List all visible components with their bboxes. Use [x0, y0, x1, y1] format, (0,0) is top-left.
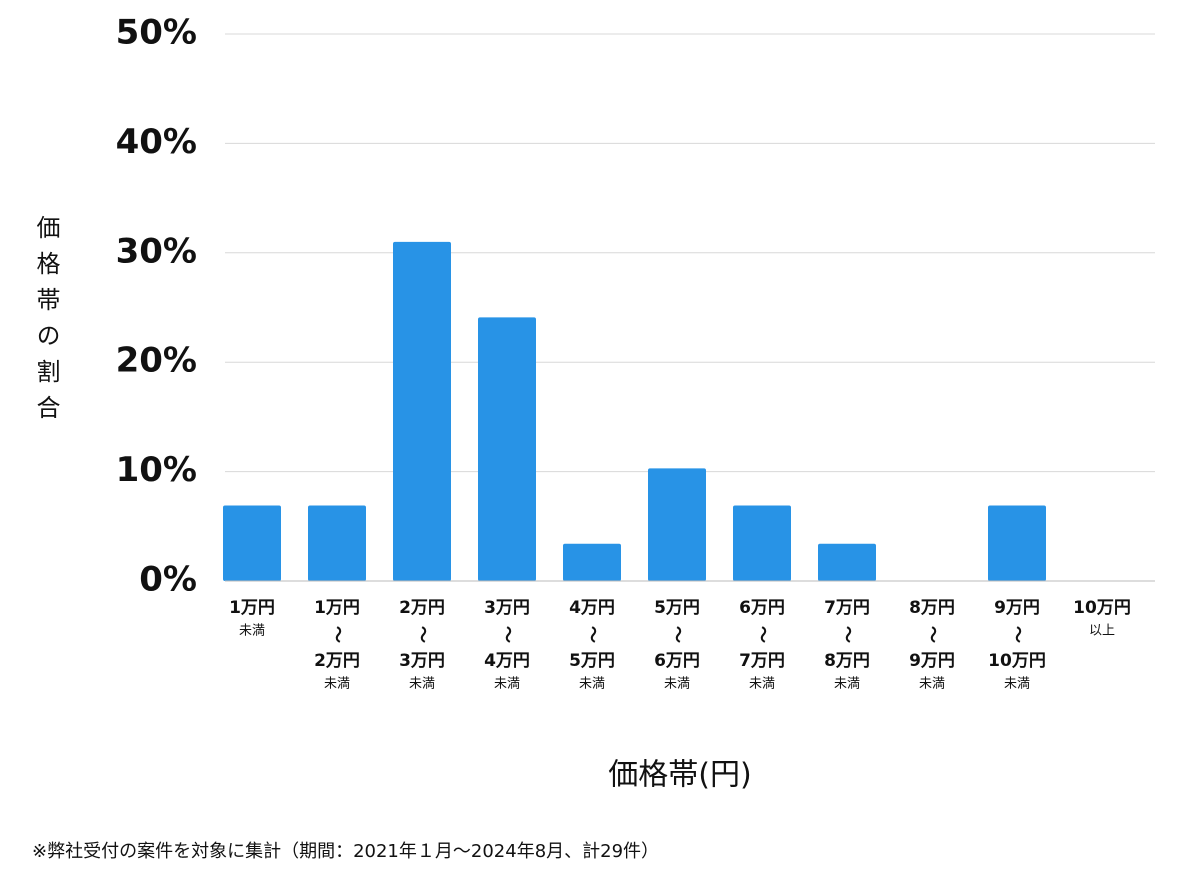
- x-tick-label: 10万円: [1073, 598, 1131, 618]
- x-tick-label: 1万円: [229, 598, 275, 618]
- x-tick-label: 〜: [1007, 626, 1027, 643]
- x-tick-label: 3万円: [484, 598, 530, 618]
- x-tick-label: 5万円: [569, 651, 615, 671]
- x-tick-label: 8万円: [824, 651, 870, 671]
- x-tick-label: 10万円: [988, 651, 1046, 671]
- bar: [733, 505, 791, 581]
- x-tick-label: 未満: [579, 677, 605, 692]
- footnote: ※弊社受付の案件を対象に集計（期間：2021年１月～2024年8月、計29件）: [32, 841, 659, 862]
- x-tick-label: 4万円: [484, 651, 530, 671]
- x-tick-label: 6万円: [739, 598, 785, 618]
- x-tick-label: 2万円: [399, 598, 445, 618]
- x-tick-label: 未満: [664, 677, 690, 692]
- x-tick-label: 7万円: [739, 651, 785, 671]
- x-tick-label: 〜: [922, 626, 942, 643]
- x-tick-label: 7万円: [824, 598, 870, 618]
- x-tick-label: 〜: [667, 626, 687, 643]
- y-tick-label: 0%: [139, 560, 197, 600]
- x-tick-label: 9万円: [994, 598, 1040, 618]
- x-tick-label: 未満: [239, 624, 265, 639]
- x-tick-label: 2万円: [314, 651, 360, 671]
- y-tick-label: 30%: [116, 231, 197, 271]
- y-tick-label: 50%: [116, 13, 197, 53]
- x-tick-label: 8万円: [909, 598, 955, 618]
- x-tick-label: 〜: [497, 626, 517, 643]
- x-tick-label: 未満: [409, 677, 435, 692]
- y-axis-title: 価格帯の割合: [32, 215, 60, 431]
- x-tick-label: 5万円: [654, 598, 700, 618]
- x-tick-label: 6万円: [654, 651, 700, 671]
- x-tick-label: 〜: [837, 626, 857, 643]
- bar: [393, 241, 451, 582]
- x-tick-label: 4万円: [569, 598, 615, 618]
- x-tick-label: 未満: [749, 677, 775, 692]
- x-tick-label: 〜: [582, 626, 602, 643]
- bar: [818, 543, 876, 581]
- bar: [223, 505, 281, 581]
- x-tick-label: 1万円: [314, 598, 360, 618]
- x-tick-label: 3万円: [399, 651, 445, 671]
- y-tick-label: 40%: [116, 122, 197, 162]
- x-tick-label: 未満: [834, 677, 860, 692]
- x-tick-label: 未満: [494, 677, 520, 692]
- x-tick-label: 〜: [752, 626, 772, 643]
- bar: [563, 543, 621, 581]
- x-axis-title: 価格帯(円): [608, 758, 751, 793]
- bar: [478, 317, 536, 581]
- x-tick-label: 未満: [1004, 677, 1030, 692]
- y-tick-label: 20%: [116, 341, 197, 381]
- x-tick-label: 未満: [324, 677, 350, 692]
- bar: [648, 468, 706, 581]
- x-tick-label: 〜: [327, 626, 347, 643]
- x-tick-label: 9万円: [909, 651, 955, 671]
- x-tick-label: 未満: [919, 677, 945, 692]
- x-tick-label: 以上: [1089, 624, 1115, 639]
- bar: [988, 505, 1046, 581]
- y-tick-label: 10%: [116, 450, 197, 490]
- x-tick-label: 〜: [412, 626, 432, 643]
- bar: [308, 505, 366, 581]
